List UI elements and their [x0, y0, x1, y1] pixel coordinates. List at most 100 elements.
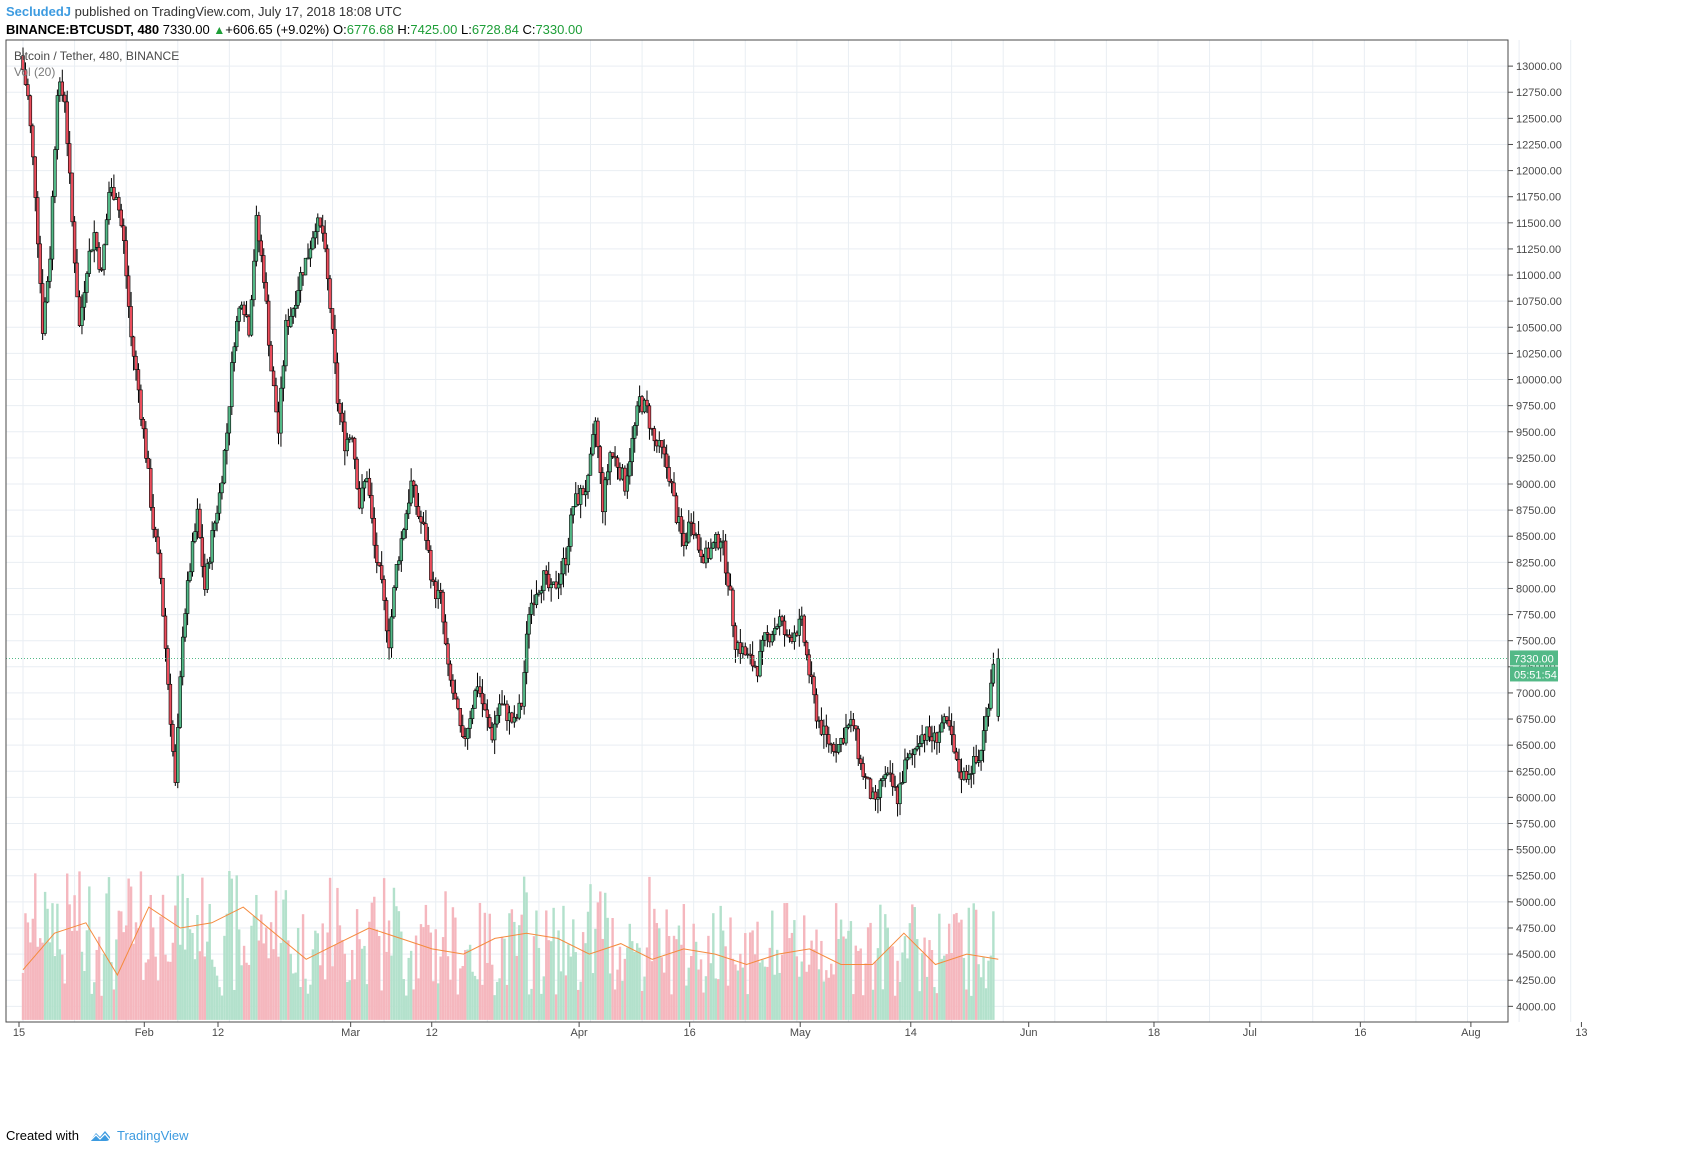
volume-bar — [621, 981, 624, 1020]
volume-bar — [93, 982, 96, 1020]
volume-bar — [886, 927, 889, 1020]
volume-bar — [240, 965, 243, 1020]
volume-bar — [397, 911, 401, 1020]
volume-bar — [316, 933, 319, 1020]
candle-down — [802, 615, 806, 643]
volume-bar — [562, 905, 565, 1020]
volume-bar — [810, 940, 813, 1020]
volume-bar — [518, 925, 521, 1020]
candle-down — [954, 751, 959, 760]
volume-bar — [866, 927, 870, 1020]
author-link[interactable]: SecludedJ — [6, 4, 72, 19]
candle-up — [289, 315, 293, 327]
volume-bar — [785, 902, 789, 1020]
volume-bar — [206, 941, 209, 1020]
volume-bar — [790, 932, 794, 1020]
candle-down — [927, 726, 932, 738]
price-tick-label: 7750.00 — [1516, 610, 1556, 622]
volume-bar — [409, 950, 413, 1020]
volume-bar — [984, 988, 988, 1020]
candle-up — [571, 506, 575, 516]
volume-bar — [269, 922, 273, 1020]
candle-down — [787, 634, 792, 638]
close-value: 7330.00 — [535, 22, 583, 37]
volume-bar — [741, 967, 745, 1020]
pane-title: Bitcoin / Tether, 480, BINANCE — [14, 49, 179, 63]
price-tick-label: 5000.00 — [1516, 897, 1556, 909]
candle-down — [478, 686, 482, 694]
candle-down — [807, 654, 811, 676]
price-axis[interactable]: 4000.00 4250.00 4500.00 4750.00 5000.00 5250.… — [1508, 61, 1562, 1013]
price-tick-label: 10500.00 — [1516, 322, 1562, 334]
volume-bar — [832, 974, 835, 1020]
volume-bar — [979, 977, 983, 1020]
volume-bar — [650, 961, 654, 1020]
volume-bar — [672, 935, 676, 1020]
tradingview-brand[interactable]: TradingView — [89, 1128, 189, 1143]
price-tick-label: 8000.00 — [1516, 583, 1556, 595]
time-tick-label: Jul — [1243, 1027, 1257, 1039]
volume-bar — [965, 989, 968, 1020]
price-tick-label: 10000.00 — [1516, 375, 1562, 387]
volume-bar — [247, 964, 251, 1020]
volume-bar — [181, 873, 184, 1020]
candle-up — [237, 307, 241, 322]
open-label: O: — [332, 22, 347, 37]
candle-up — [775, 626, 779, 629]
volume-bar — [80, 951, 84, 1020]
candle-up — [495, 715, 499, 725]
volume-bar — [513, 921, 516, 1020]
price-tick-label: 10750.00 — [1516, 296, 1562, 308]
candle-up — [227, 406, 232, 434]
candle-down — [689, 521, 693, 524]
candle-up — [981, 730, 986, 751]
volume-bar — [473, 975, 477, 1020]
price-tick-label: 13000.00 — [1516, 61, 1562, 73]
candle-up — [876, 797, 880, 800]
volume-bar — [739, 953, 742, 1020]
candle-up — [900, 782, 905, 785]
price-tick-label: 7500.00 — [1516, 636, 1556, 648]
volume-bar — [427, 924, 430, 1020]
volume-bar — [675, 939, 678, 1020]
published-text: published on TradingView.com, July 17, 2… — [74, 4, 402, 19]
volume-bar — [967, 907, 971, 1020]
volume-bar — [387, 920, 391, 1020]
volume-bar — [449, 979, 452, 1020]
candle-down — [682, 533, 686, 546]
candle-up — [583, 491, 588, 496]
price-tick-label: 4750.00 — [1516, 923, 1556, 935]
volume-bar — [159, 916, 162, 1020]
volume-bar — [137, 928, 140, 1020]
candle-up — [468, 718, 472, 729]
volume-bar — [653, 908, 656, 1020]
volume-bar — [46, 908, 49, 1020]
volume-bar — [193, 959, 197, 1020]
candle-up — [709, 547, 713, 559]
candle-up — [298, 272, 303, 291]
candle-up — [220, 482, 224, 494]
volume-bar — [402, 979, 405, 1020]
volume-bar — [844, 938, 848, 1020]
volume-bar — [439, 956, 442, 1020]
candle-down — [429, 550, 433, 581]
time-axis[interactable]: 15 Feb 12 Mar 12 Apr 16 May 14 Jun 18 Jul 16 Aug 13 — [13, 1022, 1588, 1039]
candle-up — [345, 438, 349, 452]
volume-bar — [129, 886, 133, 1020]
volume-bar — [901, 952, 904, 1020]
candle-down — [340, 412, 345, 423]
volume-bar — [736, 970, 740, 1020]
candle-up — [53, 149, 57, 197]
volume-bar — [761, 959, 764, 1020]
volume-bar — [95, 949, 98, 1020]
candle-up — [404, 513, 408, 530]
price-tick-label: 6250.00 — [1516, 766, 1556, 778]
candle-down — [866, 777, 870, 780]
candle-up — [792, 632, 797, 642]
volume-bar — [505, 984, 509, 1020]
candle-up — [591, 434, 595, 455]
candle-down — [485, 709, 490, 718]
candle-up — [758, 651, 762, 677]
volume-bar — [827, 977, 830, 1020]
